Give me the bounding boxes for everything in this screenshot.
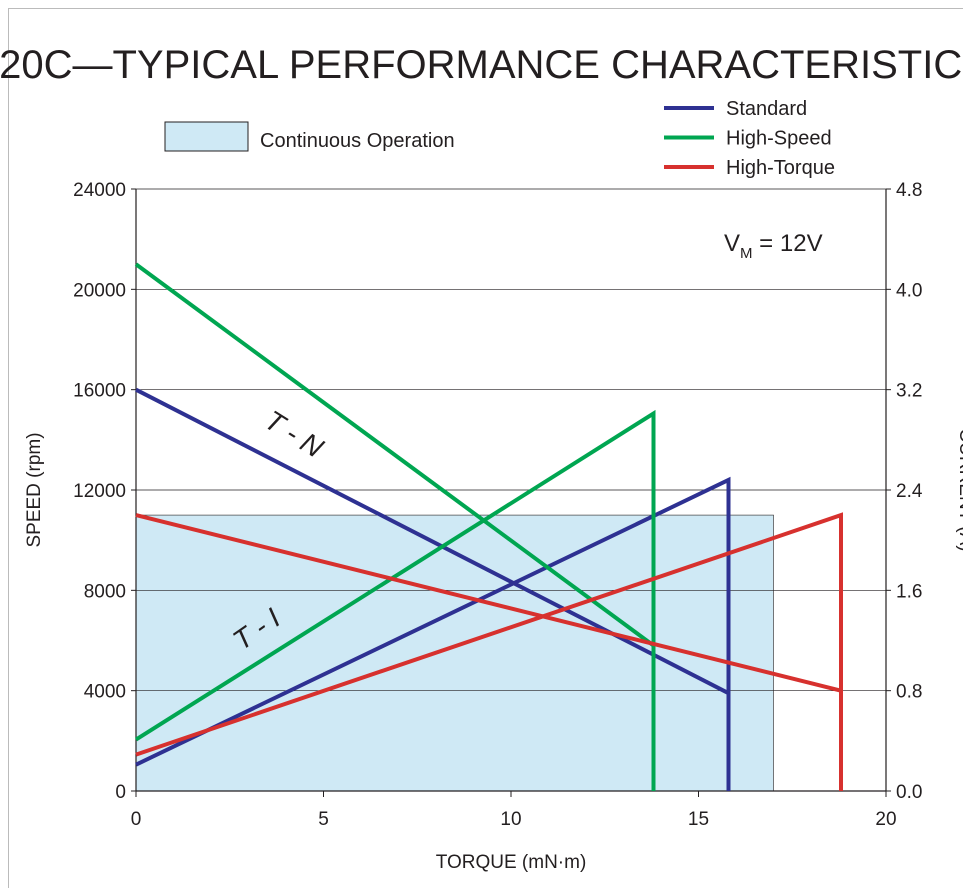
x-tick-label: 0 — [131, 809, 142, 830]
x-tick-label: 15 — [688, 809, 709, 830]
region-legend-swatch — [164, 121, 249, 152]
region-legend: Continuous Operation — [164, 121, 455, 152]
region-legend-label: Continuous Operation — [260, 130, 455, 152]
series-standard-current-line — [135, 476, 731, 791]
series-high-speed-speed-line — [134, 262, 655, 648]
y2-tick-label: 4.0 — [896, 280, 922, 301]
y-axis-label: SPEED (rpm) — [24, 432, 45, 547]
curve-label-speed: T - N — [259, 404, 329, 464]
y2-tick-label: 0.8 — [896, 682, 922, 703]
series-standard-speed-line — [135, 387, 730, 695]
y2-axis-label: CURRENT (A) — [955, 428, 963, 551]
y2-tick-label: 3.2 — [896, 381, 922, 402]
plot-area: 0 0.0 4000 0.8 8000 1.6 12000 2.4 16000 3.2 20000 4… — [73, 180, 923, 830]
y-tick-label: 16000 — [73, 381, 126, 402]
voltage-symbol: V — [724, 230, 740, 257]
y2-tick-label: 2.4 — [896, 481, 923, 502]
chart-frame — [8, 8, 963, 888]
voltage-annotation: VM = 12V — [724, 230, 823, 262]
y-tick-label: 24000 — [73, 180, 126, 201]
voltage-value: = 12V — [753, 230, 823, 257]
y-tick-label: 8000 — [84, 581, 126, 602]
y-tick-label: 0 — [115, 782, 126, 803]
y2-tick-label: 0.0 — [896, 782, 922, 803]
chart-title: 20C—TYPICAL PERFORMANCE CHARACTERISTICS — [0, 43, 963, 87]
x-tick-label: 20 — [875, 809, 896, 830]
y-tick-label: 20000 — [73, 280, 126, 301]
series-high-torque-speed-line — [135, 513, 842, 693]
series-high-speed-current-line — [134, 409, 656, 791]
series-high-torque-current-line — [135, 512, 843, 791]
y2-tick-label: 1.6 — [896, 581, 922, 602]
x-tick-label: 10 — [500, 809, 521, 830]
x-tick-label: 5 — [318, 809, 329, 830]
legend-label-high-speed: High-Speed — [726, 128, 832, 150]
y-tick-label: 12000 — [73, 481, 126, 502]
legend-label-standard: Standard — [726, 98, 807, 120]
y2-tick-label: 4.8 — [896, 180, 922, 201]
voltage-subscript: M — [740, 245, 753, 262]
x-axis-label: TORQUE (mN·m) — [436, 852, 587, 873]
legend-label-high-torque: High-Torque — [726, 157, 835, 179]
y-tick-label: 4000 — [84, 682, 126, 703]
continuous-operation-region — [135, 514, 774, 792]
series-legend: Standard High-Speed High-Torque — [664, 98, 835, 179]
